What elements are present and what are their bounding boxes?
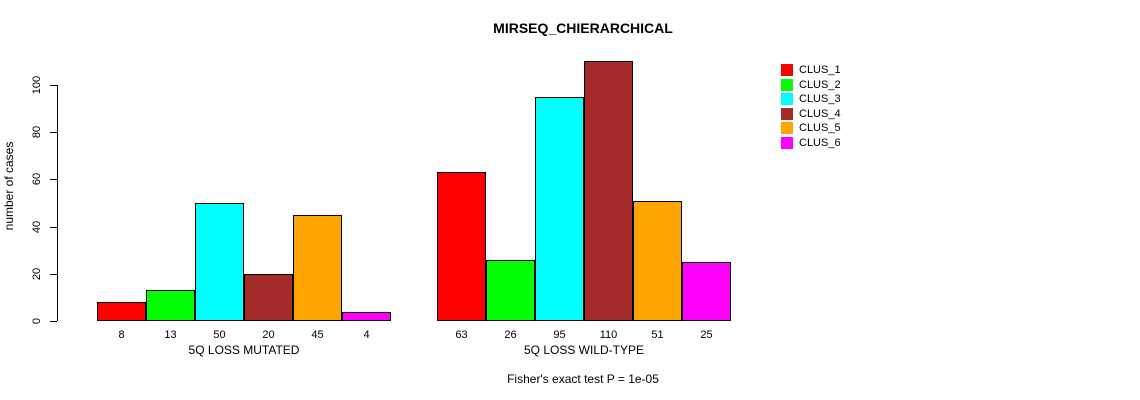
y-axis-label: number of cases — [2, 141, 16, 231]
legend-label: CLUS_6 — [799, 136, 841, 149]
y-axis-tick-label: 20 — [31, 267, 43, 280]
bar — [486, 260, 535, 321]
legend-label: CLUS_5 — [799, 122, 841, 134]
bar-value-label: 8 — [118, 329, 125, 341]
bar-value-label: 4 — [363, 329, 370, 341]
y-axis-tick-label: 100 — [31, 75, 43, 95]
bar — [342, 312, 391, 321]
bar-value-label: 95 — [553, 329, 566, 341]
y-axis-tick-label: 60 — [31, 173, 43, 186]
bar — [584, 61, 633, 321]
y-axis-tick — [50, 132, 57, 134]
bar-value-label: 50 — [213, 329, 226, 341]
legend-label: CLUS_4 — [799, 107, 841, 120]
legend-swatch — [781, 93, 793, 105]
legend-item: CLUS_3 — [781, 93, 841, 105]
chart-title: MIRSEQ_CHIERARCHICAL — [493, 20, 673, 36]
y-axis-tick-label: 80 — [31, 126, 43, 139]
bar — [146, 290, 195, 321]
bar — [293, 215, 342, 321]
legend-item: CLUS_2 — [781, 78, 841, 91]
legend-item: CLUS_6 — [781, 136, 841, 149]
y-axis-line — [57, 85, 58, 321]
bar — [535, 97, 584, 321]
bar-value-label: 20 — [262, 329, 275, 341]
legend-label: CLUS_3 — [799, 93, 841, 105]
legend-swatch — [781, 64, 793, 76]
bar-value-label: 26 — [504, 329, 517, 341]
group-label: 5Q LOSS MUTATED — [188, 343, 300, 357]
bar — [633, 201, 682, 321]
bar — [244, 274, 293, 321]
y-axis-tick-label: 40 — [31, 220, 43, 233]
y-axis-tick — [50, 85, 57, 86]
bar-value-label: 45 — [311, 329, 324, 341]
legend: CLUS_1 CLUS_2 CLUS_3 CLUS_4 CLUS_5 CLUS_6 — [781, 64, 841, 151]
bar-value-label: 13 — [164, 329, 177, 341]
legend-swatch — [781, 122, 793, 134]
legend-item: CLUS_4 — [781, 107, 841, 120]
legend-label: CLUS_2 — [799, 78, 841, 91]
legend-item: CLUS_1 — [781, 64, 841, 76]
y-axis-tick — [50, 273, 57, 275]
bar-value-label: 25 — [700, 329, 713, 341]
y-axis-tick — [50, 226, 57, 228]
bar — [195, 203, 244, 321]
legend-label: CLUS_1 — [799, 64, 841, 76]
bar-value-label: 63 — [455, 329, 468, 341]
group-label: 5Q LOSS WILD-TYPE — [523, 343, 645, 357]
bar-value-label: 51 — [651, 329, 664, 341]
y-axis-tick — [50, 179, 57, 181]
y-axis-tick-label: 0 — [31, 317, 43, 325]
bar — [97, 302, 146, 321]
legend-item: CLUS_5 — [781, 122, 841, 134]
bar — [682, 262, 731, 321]
y-axis-tick — [50, 321, 57, 322]
legend-swatch — [781, 136, 793, 149]
bar-value-label: 110 — [599, 329, 618, 341]
bar — [437, 172, 486, 321]
legend-swatch — [781, 107, 793, 120]
legend-swatch — [781, 78, 793, 91]
footnote-fisher-test: Fisher's exact test P = 1e-05 — [507, 372, 659, 386]
